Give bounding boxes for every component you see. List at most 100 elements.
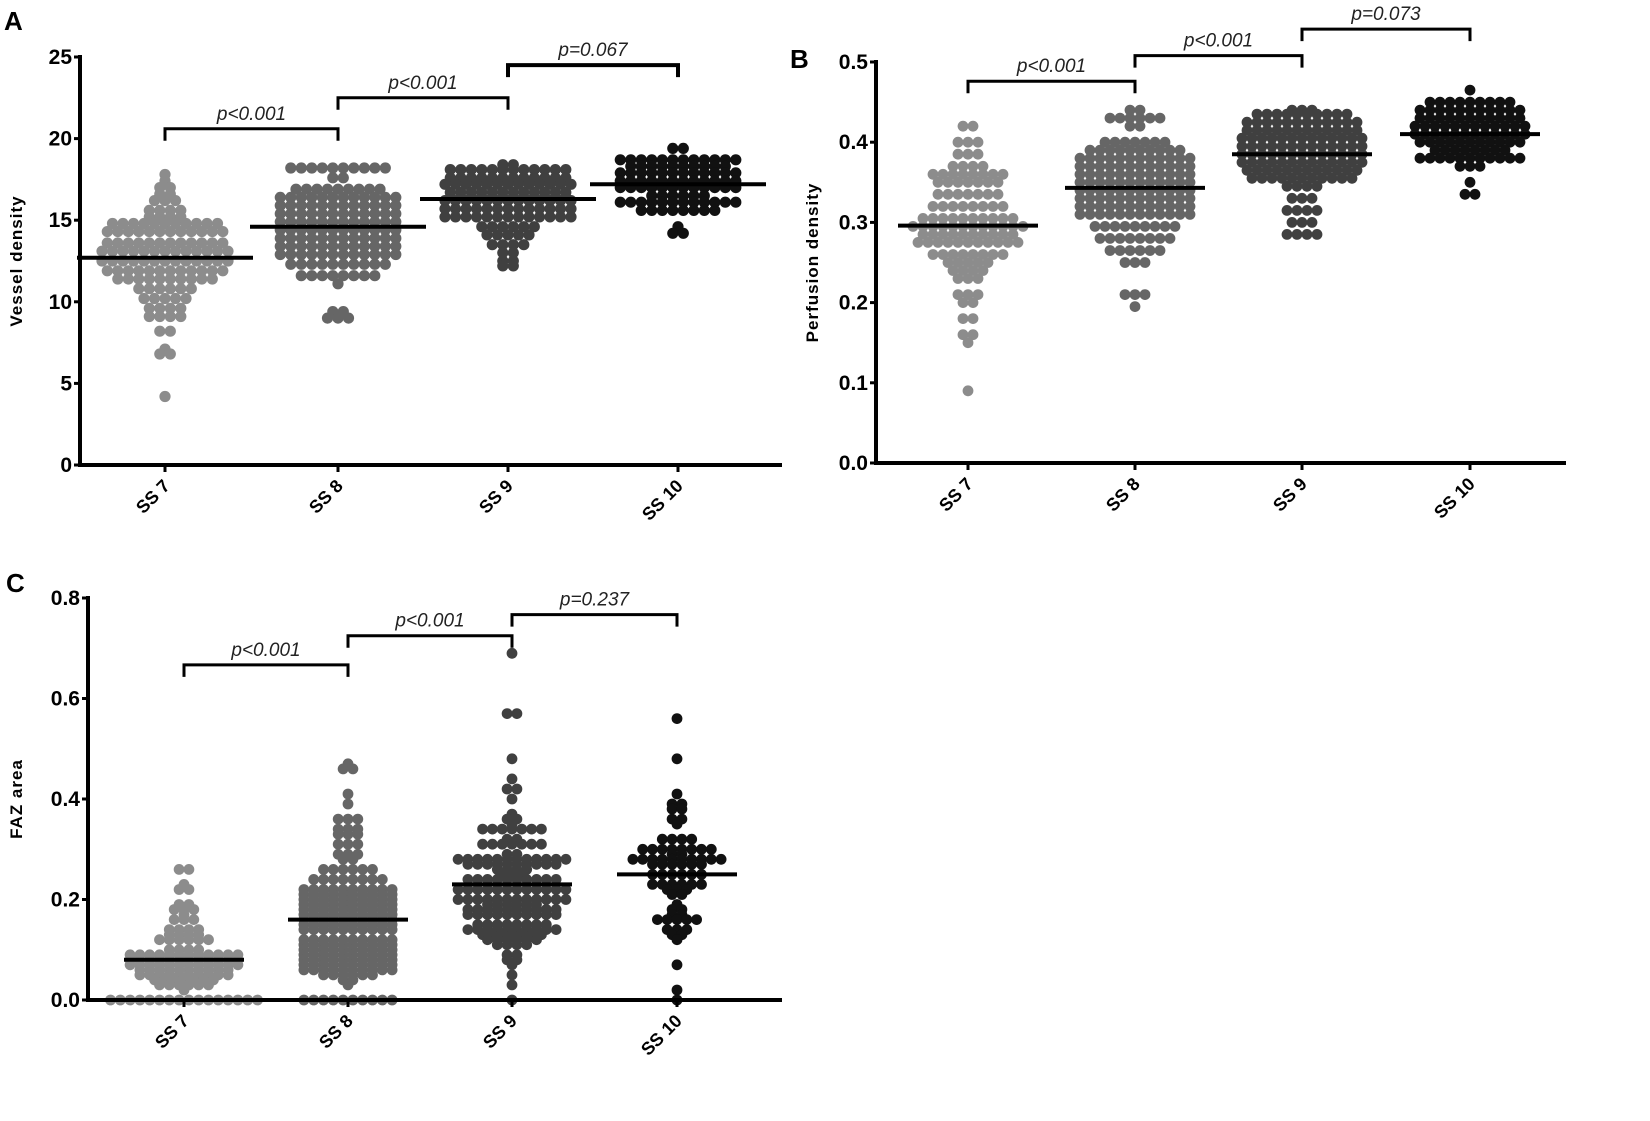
data-point (987, 213, 999, 224)
data-point (1119, 257, 1131, 268)
data-point (1449, 120, 1461, 132)
data-point (635, 196, 647, 208)
data-point (342, 979, 354, 991)
data-point (1434, 96, 1446, 108)
data-point (1276, 172, 1288, 184)
data-point (671, 984, 683, 996)
data-point (1504, 104, 1516, 116)
data-point (647, 879, 658, 890)
data-point (482, 884, 493, 895)
data-point (1104, 201, 1116, 212)
data-point (1306, 132, 1318, 144)
data-point (937, 201, 949, 212)
data-point (164, 226, 176, 238)
significance-bracket: p=0.073 (1300, 4, 1472, 42)
data-point (549, 186, 561, 199)
data-point (164, 273, 176, 285)
data-point (376, 924, 388, 935)
data-point (646, 196, 658, 208)
data-point (180, 292, 192, 305)
data-point (1184, 176, 1196, 188)
data-point (1104, 192, 1116, 204)
data-point (1134, 160, 1146, 172)
data-point (1424, 136, 1436, 148)
data-point (497, 186, 509, 199)
data-point (487, 823, 498, 835)
data-point (565, 203, 577, 215)
data-point (472, 884, 484, 895)
data-point (1099, 136, 1111, 148)
data-point (730, 154, 742, 166)
data-point (997, 249, 1009, 260)
data-point (1439, 120, 1451, 132)
data-point (667, 167, 679, 179)
data-point (962, 136, 974, 148)
data-point (927, 168, 939, 180)
data-point (295, 208, 307, 220)
data-point (342, 312, 355, 324)
data-point (295, 248, 307, 261)
data-point (1114, 201, 1126, 212)
data-point (1306, 140, 1318, 152)
data-point (185, 273, 197, 285)
data-point (719, 167, 731, 179)
data-point (967, 229, 979, 240)
data-point (379, 248, 391, 261)
data-point (486, 221, 498, 233)
data-point (1241, 124, 1253, 136)
data-point (1139, 136, 1151, 148)
data-point (997, 213, 1009, 224)
data-point (159, 390, 171, 403)
data-point (358, 216, 370, 228)
data-point (358, 248, 370, 261)
data-point (1007, 213, 1019, 224)
data-point (967, 265, 979, 276)
data-point (550, 924, 562, 935)
data-point (1474, 112, 1486, 124)
data-point (1236, 132, 1248, 144)
data-point (962, 273, 974, 284)
p-value-label: p<0.001 (230, 640, 300, 661)
y-tick-label: 0.0 (839, 452, 868, 475)
data-point (1154, 201, 1166, 212)
data-point (531, 858, 542, 870)
p-value-label: p=0.073 (1350, 4, 1421, 25)
data-point (311, 183, 323, 195)
data-point (470, 203, 483, 215)
data-point (1104, 233, 1116, 244)
data-point (1114, 144, 1126, 156)
data-point (101, 226, 113, 238)
data-point (957, 265, 969, 276)
data-point (523, 229, 535, 241)
data-point (369, 232, 381, 244)
data-point (1316, 172, 1328, 184)
data-point (501, 708, 513, 719)
data-point (671, 713, 683, 724)
data-point (133, 237, 145, 249)
data-point (1129, 221, 1141, 232)
data-point (1519, 120, 1531, 132)
data-point (540, 858, 552, 870)
data-point (1251, 164, 1263, 176)
data-point (652, 914, 663, 925)
data-point (148, 292, 161, 305)
data-point (347, 924, 359, 935)
data-point (550, 894, 562, 905)
data-point (1281, 124, 1293, 136)
data-point (117, 245, 129, 257)
data-point (472, 909, 484, 920)
data-point (274, 240, 286, 252)
series-ss7 (77, 168, 253, 403)
data-point (947, 213, 959, 224)
data-point (1341, 124, 1353, 136)
y-tick-label: 0.1 (839, 372, 869, 395)
data-point (1074, 201, 1086, 212)
data-point (528, 186, 540, 199)
data-point (369, 199, 381, 212)
data-point (677, 227, 689, 239)
data-point (550, 858, 562, 870)
bracket-line (1133, 54, 1304, 68)
data-point (967, 160, 979, 172)
data-point (367, 874, 378, 885)
data-point (698, 204, 710, 216)
